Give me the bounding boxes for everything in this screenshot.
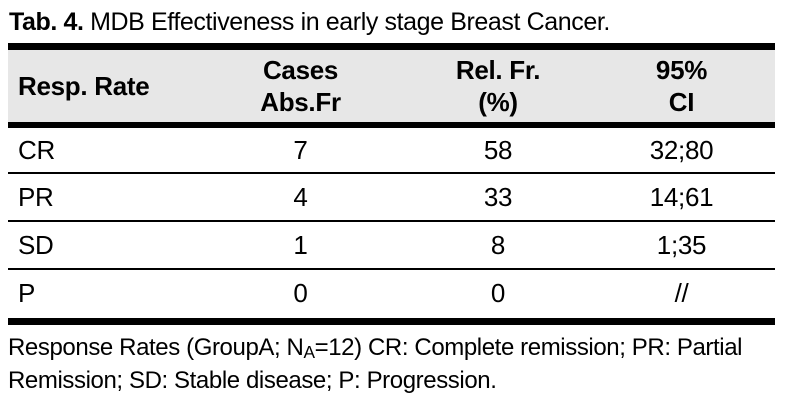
cell-rel-fr: 8 — [408, 221, 588, 270]
table-footnote: Response Rates (GroupA; NA=12) CR: Compl… — [8, 332, 790, 396]
cell-ci: 32;80 — [588, 125, 775, 174]
table-row-cr: CR 7 58 32;80 — [8, 125, 775, 174]
paper-table-figure: Tab. 4. MDB Effectiveness in early stage… — [8, 5, 790, 396]
subscript-a: A — [303, 341, 315, 362]
table-row-p: P 0 0 // — [8, 269, 775, 321]
cell-resp-rate: CR — [8, 125, 193, 174]
table-caption-label: Tab. 4. — [9, 8, 84, 36]
cell-ci: 14;61 — [588, 173, 775, 222]
cell-cases: 0 — [293, 278, 308, 309]
table-header-row: Resp. Rate Cases Abs.Fr Rel. Fr. (%) 95%… — [8, 46, 775, 128]
cell-rel-fr: 0 — [490, 278, 506, 309]
cell-ci: 1;35 — [588, 221, 775, 270]
cell-rel-fr: 58 — [408, 125, 588, 174]
table-row-sd: SD 1 8 1;35 — [8, 221, 775, 270]
cell-resp-rate: PR — [8, 173, 193, 222]
cell-rel-fr: 33 — [408, 173, 588, 222]
col-header-cases-abs-fr: Cases Abs.Fr — [193, 46, 408, 128]
col-header-rel-fr-pct: Rel. Fr. (%) — [408, 46, 588, 128]
cell-resp-rate: SD — [8, 221, 193, 270]
cell-ci: // — [674, 278, 689, 309]
table-caption: Tab. 4. MDB Effectiveness in early stage… — [9, 5, 790, 39]
cell-resp-rate: P — [18, 278, 36, 309]
footnote-line-1: Response Rates (GroupA; NA=12) CR: Compl… — [8, 333, 743, 362]
table-row-pr: PR 4 33 14;61 — [8, 173, 775, 222]
table-caption-text: MDB Effectiveness in early stage Breast … — [83, 8, 610, 36]
footnote-line-2: Remission; SD: Stable disease; P: Progre… — [8, 366, 497, 394]
results-table: Resp. Rate Cases Abs.Fr Rel. Fr. (%) 95%… — [8, 43, 775, 325]
col-header-resp-rate: Resp. Rate — [8, 46, 193, 128]
cell-cases: 7 — [193, 125, 408, 174]
cell-cases: 4 — [193, 173, 408, 222]
col-header-95-ci: 95% CI — [588, 46, 775, 128]
cell-cases: 1 — [193, 221, 408, 270]
